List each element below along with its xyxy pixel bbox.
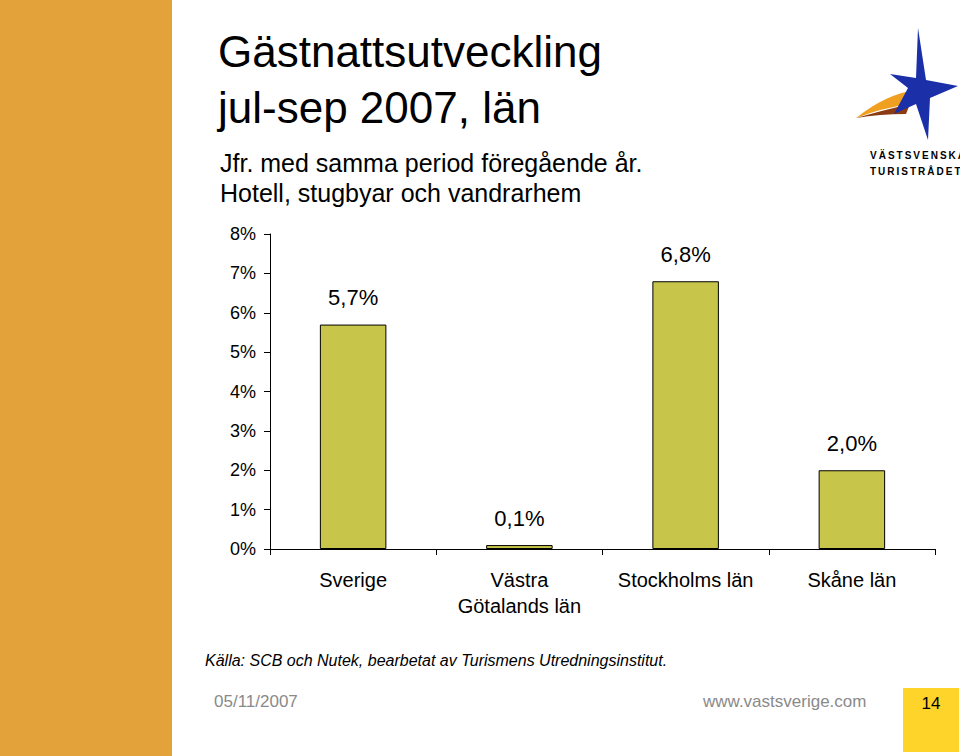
svg-text:1%: 1% (230, 500, 256, 520)
svg-text:8%: 8% (230, 224, 256, 244)
svg-text:6%: 6% (230, 303, 256, 323)
html-text:www.vastsverige.com: www.vastsverige.com (703, 692, 867, 711)
svg-text:Götalands län: Götalands län (458, 595, 581, 617)
html-text:05/11/2007: 05/11/2007 (214, 692, 298, 711)
svg-text:4%: 4% (230, 382, 256, 402)
html-text:14: 14 (921, 694, 941, 713)
svg-text:3%: 3% (230, 421, 256, 441)
svg-text:0,1%: 0,1% (494, 506, 544, 531)
svg-text:Sverige: Sverige (319, 569, 387, 591)
svg-text:5%: 5% (230, 342, 256, 362)
svg-text:Skåne län: Skåne län (807, 569, 896, 591)
svg-text:6,8%: 6,8% (661, 242, 711, 267)
svg-text:7%: 7% (230, 263, 256, 283)
html-text:Källa: SCB och Nutek, bearbeta: Källa: SCB och Nutek, bearbetat av Turis… (205, 652, 668, 669)
svg-text:2%: 2% (230, 460, 256, 480)
svg-text:2,0%: 2,0% (827, 431, 877, 456)
svg-text:Stockholms län: Stockholms län (618, 569, 754, 591)
svg-text:Västra: Västra (490, 569, 549, 591)
svg-text:5,7%: 5,7% (328, 285, 378, 310)
html-text:Gästnattsutveckling jul-sep 20: Gästnattsutveckling jul-sep 2007, län (218, 27, 602, 132)
html-text:Jfr. med samma period föregåen: Jfr. med samma period föregående år. Hot… (220, 149, 643, 207)
svg-text:0%: 0% (230, 539, 256, 559)
